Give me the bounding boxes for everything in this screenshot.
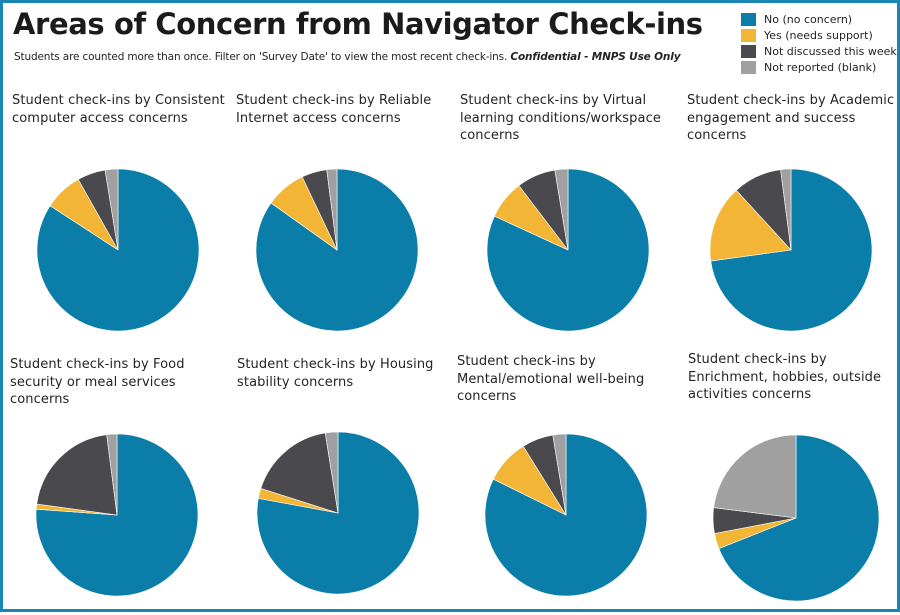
- slice-not-discussed[interactable]: [260, 432, 339, 514]
- slice-no[interactable]: [486, 168, 650, 332]
- chart-title-housing-stability: Student check-ins by Housing stability c…: [237, 357, 434, 390]
- page-subtitle: Students are counted more than once. Fil…: [14, 51, 681, 63]
- slice-not-discussed[interactable]: [301, 169, 338, 251]
- chart-legend: No (no concern) Yes (needs support) Not …: [741, 11, 897, 75]
- slice-not-discussed[interactable]: [522, 434, 567, 516]
- legend-item-no: No (no concern): [741, 11, 897, 27]
- chart-title-food-security: Student check-ins by Food security or me…: [10, 357, 185, 407]
- slice-not-discussed[interactable]: [735, 169, 792, 251]
- legend-swatch-not-discussed: [741, 44, 756, 58]
- slice-not-discussed[interactable]: [712, 507, 797, 534]
- panel-internet-access: Student check-ins by Reliable Internet a…: [236, 92, 451, 127]
- panel-food-security: Student check-ins by Food security or me…: [10, 356, 225, 409]
- panel-mental-wellbeing: Student check-ins by Mental/emotional we…: [457, 353, 672, 406]
- page-title: Areas of Concern from Navigator Check-in…: [13, 7, 703, 41]
- panel-academic-engagement: Student check-ins by Academic engagement…: [687, 92, 900, 145]
- slice-yes[interactable]: [257, 488, 339, 514]
- panel-housing-stability: Student check-ins by Housing stability c…: [237, 356, 452, 391]
- chart-title-mental-wellbeing: Student check-ins by Mental/emotional we…: [457, 354, 645, 404]
- slice-not-reported[interactable]: [106, 433, 118, 516]
- chart-title-computer-access: Student check-ins by Consistent computer…: [12, 93, 225, 126]
- legend-label-no: No (no concern): [764, 12, 853, 26]
- confidential-note: Confidential - MNPS Use Only: [510, 51, 681, 63]
- slice-not-reported[interactable]: [552, 433, 567, 516]
- slice-not-reported[interactable]: [104, 168, 119, 251]
- slice-not-discussed[interactable]: [518, 169, 569, 251]
- slice-not-reported[interactable]: [780, 168, 792, 251]
- legend-swatch-no: [741, 12, 756, 26]
- slice-no[interactable]: [255, 168, 419, 332]
- slice-no[interactable]: [256, 431, 420, 595]
- slice-no[interactable]: [35, 433, 199, 597]
- slice-no[interactable]: [710, 168, 873, 332]
- chart-title-internet-access: Student check-ins by Reliable Internet a…: [236, 93, 432, 126]
- slice-not-discussed[interactable]: [77, 169, 119, 251]
- slice-not-reported[interactable]: [713, 434, 797, 519]
- slice-yes[interactable]: [494, 185, 569, 251]
- slice-not-discussed[interactable]: [36, 434, 118, 516]
- slice-yes[interactable]: [49, 179, 119, 251]
- legend-swatch-yes: [741, 28, 756, 42]
- panel-virtual-learning: Student check-ins by Virtual learning co…: [460, 92, 675, 145]
- legend-label-yes: Yes (needs support): [764, 28, 873, 42]
- slice-no[interactable]: [718, 434, 880, 602]
- legend-label-not-discussed: Not discussed this week: [764, 44, 897, 58]
- legend-item-yes: Yes (needs support): [741, 27, 897, 43]
- subtitle-note: Students are counted more than once. Fil…: [14, 51, 508, 63]
- panel-computer-access: Student check-ins by Consistent computer…: [12, 92, 227, 127]
- chart-title-enrichment: Student check-ins by Enrichment, hobbies…: [688, 352, 882, 402]
- slice-yes[interactable]: [714, 517, 797, 549]
- chart-title-virtual-learning: Student check-ins by Virtual learning co…: [460, 93, 661, 143]
- panel-enrichment: Student check-ins by Enrichment, hobbies…: [688, 351, 900, 404]
- slice-yes[interactable]: [270, 176, 338, 251]
- slice-no[interactable]: [484, 433, 648, 597]
- legend-swatch-not-reported: [741, 60, 756, 74]
- legend-item-not-discussed: Not discussed this week: [741, 43, 897, 59]
- legend-item-not-reported: Not reported (blank): [741, 59, 897, 75]
- chart-title-academic-engagement: Student check-ins by Academic engagement…: [687, 93, 895, 143]
- slice-yes[interactable]: [35, 503, 118, 516]
- slice-not-reported[interactable]: [324, 431, 339, 514]
- legend-label-not-reported: Not reported (blank): [764, 60, 877, 74]
- slice-yes[interactable]: [492, 445, 567, 516]
- slice-not-reported[interactable]: [554, 168, 569, 251]
- slice-not-reported[interactable]: [326, 168, 338, 251]
- slice-no[interactable]: [36, 168, 200, 332]
- slice-yes[interactable]: [709, 189, 792, 262]
